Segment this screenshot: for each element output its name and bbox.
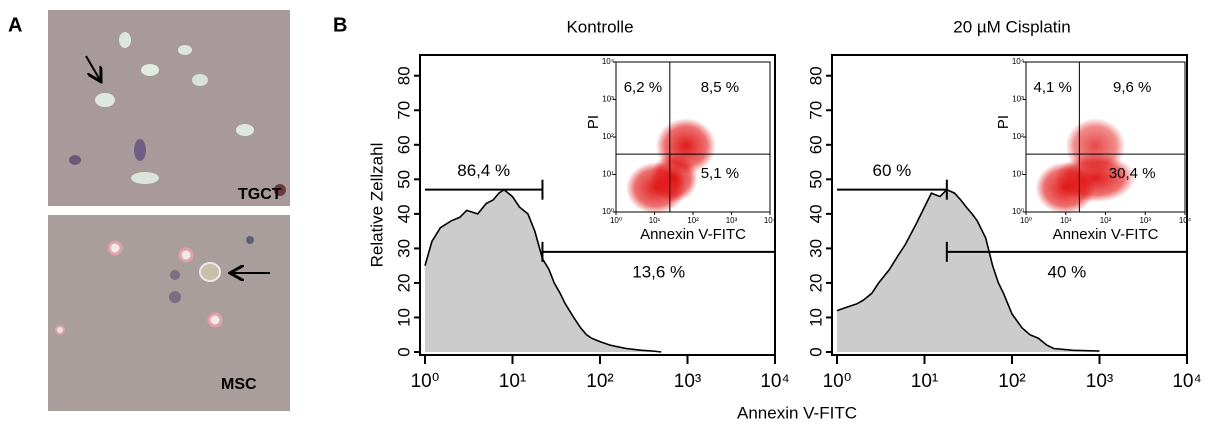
x-tick-label: 10¹ [499,371,526,392]
y-tick-label: 20 [394,273,413,292]
x-tick-label: 10² [998,371,1025,392]
inset-x-tick-label: 10⁰ [1020,216,1032,225]
inset-x-label: Annexin V-FITC [640,226,746,243]
histogram-area [837,189,1100,352]
quadrant-label: 30,4 % [1109,165,1156,182]
histogram-area [425,189,662,352]
y-tick-label: 20 [806,273,825,292]
x-tick-label: 10⁴ [1172,371,1201,392]
y-tick-label: 50 [806,170,825,189]
scatter-cloud [1055,154,1136,203]
x-tick-label: 10⁴ [760,371,789,392]
inset-x-label: Annexin V-FITC [1053,226,1159,243]
x-tick-label: 10⁰ [411,371,440,392]
y-axis-label: Relative Zellzahl [367,143,386,268]
gate-label: 40 % [1048,262,1087,281]
x-axis-label: Annexin V-FITC [737,403,857,422]
y-tick-label: 0 [394,347,413,356]
y-tick-label: 70 [806,101,825,120]
scatter-cloud [649,154,698,203]
plot-frame [831,54,1188,356]
gate-label: 60 % [873,161,912,180]
y-tick-label: 10 [806,308,825,327]
chart-title: 20 µM Cisplatin [953,17,1071,36]
inset-x-tick-label: 10⁰ [610,216,622,225]
y-tick-label: 60 [394,135,413,154]
image-label: MSC [221,376,257,393]
micrograph-bottom: MSC [48,215,290,411]
image-label: TGCT [238,186,282,203]
inset-y-tick-label: 10⁴ [602,57,615,66]
inset-y-label: PI [585,115,602,129]
inset-y-tick-label: 10² [1012,132,1024,141]
quadrant-label: 4,1 % [1034,79,1072,96]
x-tick-label: 10² [586,371,613,392]
inset-y-tick-label: 10¹ [1012,170,1024,179]
quadrant-label: 9,6 % [1113,79,1151,96]
inset-y-tick-label: 10¹ [602,170,614,179]
y-tick-label: 50 [394,170,413,189]
inset-x-tick-label: 10³ [726,216,738,225]
x-tick-label: 10³ [1086,371,1113,392]
inset-y-tick-label: 10⁰ [1012,207,1024,216]
panel-label: B [333,14,347,36]
y-tick-label: 80 [806,66,825,85]
inset-x-tick-label: 10¹ [1060,216,1072,225]
y-tick-label: 10 [394,308,413,327]
plot-frame [419,54,776,356]
x-tick-label: 10³ [674,371,701,392]
panel-label: A [8,14,22,36]
gate-label: 13,6 % [632,262,685,281]
y-tick-label: 0 [806,347,825,356]
y-tick-label: 40 [394,204,413,223]
inset-x-tick-label: 10¹ [649,216,661,225]
y-tick-label: 40 [806,204,825,223]
inset-y-label: PI [995,115,1012,129]
inset-x-tick-label: 10⁴ [764,216,777,225]
quadrant-label: 8,5 % [701,79,739,96]
y-tick-label: 80 [394,66,413,85]
chart-title: Kontrolle [566,17,633,36]
y-tick-label: 70 [394,101,413,120]
inset-y-tick-label: 10⁰ [602,207,614,216]
inset-y-tick-label: 10⁴ [1012,57,1025,66]
quadrant-label: 6,2 % [624,79,662,96]
inset-y-tick-label: 10² [602,132,614,141]
inset-x-tick-label: 10² [687,216,699,225]
inset-x-tick-label: 10³ [1139,216,1151,225]
inset-y-tick-label: 10³ [1012,95,1024,104]
x-tick-label: 10¹ [911,371,938,392]
inset-y-tick-label: 10³ [602,95,614,104]
x-tick-label: 10⁰ [823,371,852,392]
y-tick-label: 30 [806,239,825,258]
y-tick-label: 30 [394,239,413,258]
gate-label: 86,4 % [457,161,510,180]
histogram-line [836,188,1100,352]
inset-x-tick-label: 10² [1100,216,1112,225]
micrograph-top: TGCT [48,10,290,206]
quadrant-label: 5,1 % [701,165,739,182]
inset-x-tick-label: 10⁴ [1179,216,1192,225]
y-tick-label: 60 [806,135,825,154]
